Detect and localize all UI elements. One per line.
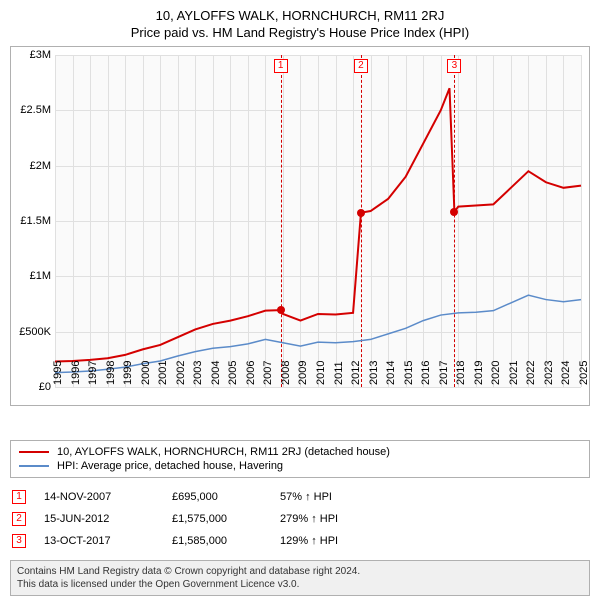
legend-label: 10, AYLOFFS WALK, HORNCHURCH, RM11 2RJ (… bbox=[57, 446, 390, 458]
y-tick-label: £500K bbox=[13, 326, 51, 338]
x-tick-label: 2001 bbox=[157, 361, 169, 385]
sale-dot bbox=[357, 209, 365, 217]
y-tick-label: £3M bbox=[13, 49, 51, 61]
x-tick-label: 1995 bbox=[52, 361, 64, 385]
x-tick-label: 2016 bbox=[420, 361, 432, 385]
sale-date: 13-OCT-2017 bbox=[44, 535, 154, 547]
x-tick-label: 2000 bbox=[140, 361, 152, 385]
sale-row: 1 14-NOV-2007 £695,000 57% ↑ HPI bbox=[10, 486, 590, 508]
x-tick-label: 2025 bbox=[578, 361, 590, 385]
footer-line2: This data is licensed under the Open Gov… bbox=[17, 578, 583, 591]
legend-swatch bbox=[19, 451, 49, 453]
y-tick-label: £1M bbox=[13, 270, 51, 282]
x-tick-label: 2006 bbox=[245, 361, 257, 385]
x-tick-label: 2019 bbox=[473, 361, 485, 385]
x-tick-label: 1999 bbox=[122, 361, 134, 385]
x-tick-label: 2015 bbox=[403, 361, 415, 385]
sales-table: 1 14-NOV-2007 £695,000 57% ↑ HPI 2 15-JUN-201… bbox=[10, 486, 590, 552]
x-tick-label: 2007 bbox=[262, 361, 274, 385]
sale-date: 15-JUN-2012 bbox=[44, 513, 154, 525]
x-tick-label: 2005 bbox=[227, 361, 239, 385]
sale-price: £695,000 bbox=[172, 491, 262, 503]
y-tick-label: £0 bbox=[13, 381, 51, 393]
sale-date: 14-NOV-2007 bbox=[44, 491, 154, 503]
x-tick-label: 1996 bbox=[70, 361, 82, 385]
x-tick-label: 2011 bbox=[333, 361, 345, 385]
sale-dot bbox=[450, 208, 458, 216]
sale-num: 3 bbox=[12, 534, 26, 548]
legend: 10, AYLOFFS WALK, HORNCHURCH, RM11 2RJ (… bbox=[10, 440, 590, 478]
title-block: 10, AYLOFFS WALK, HORNCHURCH, RM11 2RJ P… bbox=[10, 8, 590, 40]
y-tick-label: £1.5M bbox=[13, 215, 51, 227]
sale-num: 1 bbox=[12, 490, 26, 504]
sale-num: 2 bbox=[12, 512, 26, 526]
sale-change: 57% ↑ HPI bbox=[280, 491, 400, 503]
title-address: 10, AYLOFFS WALK, HORNCHURCH, RM11 2RJ bbox=[10, 8, 590, 23]
x-tick-label: 2023 bbox=[543, 361, 555, 385]
x-tick-label: 2008 bbox=[280, 361, 292, 385]
x-tick-label: 2009 bbox=[297, 361, 309, 385]
legend-label: HPI: Average price, detached house, Have… bbox=[57, 460, 283, 472]
sale-row: 2 15-JUN-2012 £1,575,000 279% ↑ HPI bbox=[10, 508, 590, 530]
y-tick-label: £2.5M bbox=[13, 104, 51, 116]
x-tick-label: 1998 bbox=[105, 361, 117, 385]
x-tick-label: 2020 bbox=[490, 361, 502, 385]
legend-row: HPI: Average price, detached house, Have… bbox=[19, 459, 581, 473]
x-tick-label: 2013 bbox=[368, 361, 380, 385]
chart-lines bbox=[55, 55, 581, 387]
x-tick-label: 2018 bbox=[455, 361, 467, 385]
chart-container: 10, AYLOFFS WALK, HORNCHURCH, RM11 2RJ P… bbox=[0, 0, 600, 590]
sale-marker-num: 2 bbox=[354, 59, 368, 73]
sale-marker-num: 1 bbox=[274, 59, 288, 73]
sale-dot bbox=[277, 306, 285, 314]
sale-change: 129% ↑ HPI bbox=[280, 535, 400, 547]
legend-row: 10, AYLOFFS WALK, HORNCHURCH, RM11 2RJ (… bbox=[19, 445, 581, 459]
x-tick-label: 2022 bbox=[525, 361, 537, 385]
x-tick-label: 2003 bbox=[192, 361, 204, 385]
legend-swatch bbox=[19, 465, 49, 467]
x-tick-label: 2002 bbox=[175, 361, 187, 385]
x-tick-label: 2024 bbox=[560, 361, 572, 385]
title-subtitle: Price paid vs. HM Land Registry's House … bbox=[10, 25, 590, 40]
x-tick-label: 2017 bbox=[438, 361, 450, 385]
chart-area: £0 £500K £1M £1.5M £2M £2.5M £3M 1995 1996 1997 19… bbox=[10, 46, 590, 406]
x-tick-label: 2014 bbox=[385, 361, 397, 385]
x-tick-label: 2021 bbox=[508, 361, 520, 385]
footer-attribution: Contains HM Land Registry data © Crown c… bbox=[10, 560, 590, 596]
x-tick-label: 2012 bbox=[350, 361, 362, 385]
x-tick-label: 2010 bbox=[315, 361, 327, 385]
sale-price: £1,585,000 bbox=[172, 535, 262, 547]
sale-row: 3 13-OCT-2017 £1,585,000 129% ↑ HPI bbox=[10, 530, 590, 552]
x-tick-label: 2004 bbox=[210, 361, 222, 385]
x-tick-label: 1997 bbox=[87, 361, 99, 385]
footer-line1: Contains HM Land Registry data © Crown c… bbox=[17, 565, 583, 578]
y-tick-label: £2M bbox=[13, 160, 51, 172]
sale-price: £1,575,000 bbox=[172, 513, 262, 525]
sale-marker-num: 3 bbox=[447, 59, 461, 73]
sale-change: 279% ↑ HPI bbox=[280, 513, 400, 525]
